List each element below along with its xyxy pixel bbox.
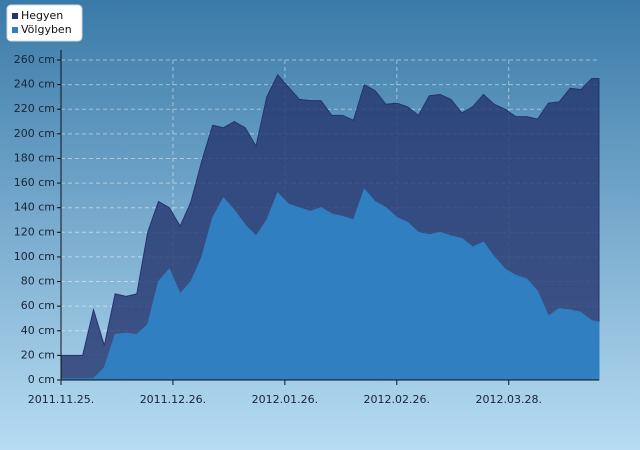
y-tick-label: 160 cm xyxy=(14,176,55,189)
x-tick-label: 2012.02.26. xyxy=(364,393,430,406)
legend-label: Völgyben xyxy=(21,23,72,36)
x-tick-label: 2011.11.25. xyxy=(28,393,94,406)
legend-box xyxy=(6,4,83,42)
legend-label: Hegyen xyxy=(21,9,63,22)
y-tick-label: 220 cm xyxy=(14,102,55,115)
y-tick-label: 180 cm xyxy=(14,151,55,164)
x-tick-label: 2011.12.26. xyxy=(140,393,206,406)
legend-swatch xyxy=(12,27,18,33)
y-tick-label: 260 cm xyxy=(14,53,55,66)
y-tick-label: 80 cm xyxy=(21,275,55,288)
area xyxy=(60,188,600,381)
y-tick-label: 240 cm xyxy=(14,78,55,91)
y-tick-label: 0 cm xyxy=(28,373,55,386)
y-tick-label: 140 cm xyxy=(14,201,55,214)
y-tick-label: 100 cm xyxy=(14,250,55,263)
y-tick-label: 40 cm xyxy=(21,324,55,337)
x-tick-label: 2012.01.26. xyxy=(252,393,318,406)
y-tick-label: 60 cm xyxy=(21,299,55,312)
y-tick-label: 120 cm xyxy=(14,225,55,238)
y-tick-label: 20 cm xyxy=(21,348,55,361)
y-tick-label: 200 cm xyxy=(14,127,55,140)
x-tick-label: 2012.03.28. xyxy=(475,393,541,406)
legend-swatch xyxy=(12,13,18,19)
plot-area: 0 cm 20 cm 40 cm 60 cm 80 cm 100 cm 120 cm 140 … xyxy=(14,50,600,406)
